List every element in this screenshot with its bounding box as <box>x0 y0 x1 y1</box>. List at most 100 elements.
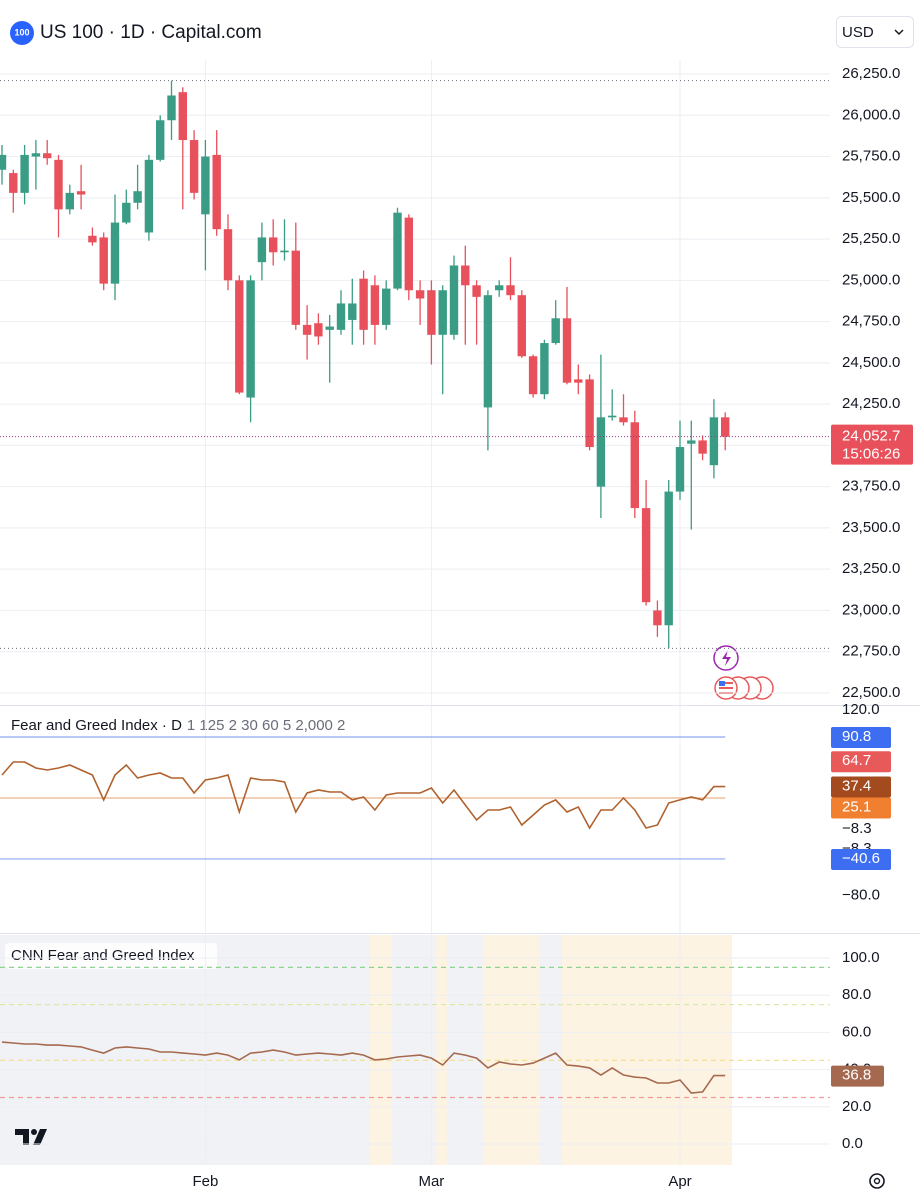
indicator-title: CNN Fear and Greed Index <box>11 947 195 964</box>
candle-body <box>596 417 606 487</box>
symbol-logo <box>10 21 34 45</box>
x-tick-label: Feb <box>192 1173 218 1190</box>
candle-body <box>189 140 199 193</box>
candle-body <box>257 237 267 263</box>
y-tick-label: 0.0 <box>842 1135 863 1152</box>
y-tick-label: 25,750.0 <box>842 148 900 165</box>
candle-body <box>630 422 639 509</box>
title-background <box>5 943 217 969</box>
candle-body <box>76 191 86 195</box>
candle-body <box>483 295 493 408</box>
candle-body <box>314 323 323 337</box>
candle-body <box>585 379 594 448</box>
candle-body <box>235 280 244 393</box>
value-label: −40.6 <box>842 850 880 867</box>
value-box <box>831 726 891 748</box>
currency-button[interactable] <box>836 16 914 48</box>
candle-body <box>302 324 312 335</box>
y-tick-label: 23,500.0 <box>842 519 900 536</box>
candle-body <box>404 217 413 291</box>
value-label: 90.8 <box>842 728 871 745</box>
candle-body <box>280 250 289 253</box>
value-box <box>831 751 891 773</box>
value-box <box>831 1065 884 1087</box>
candle-body <box>0 154 7 170</box>
flag-icons[interactable] <box>714 676 774 700</box>
symbol-logo-text: 100 <box>14 27 29 37</box>
candle-body <box>551 318 560 344</box>
x-tick-label: Apr <box>668 1173 691 1190</box>
candle-body <box>382 288 391 325</box>
candle-body <box>641 508 651 603</box>
value-box <box>831 848 891 870</box>
candle-body <box>246 280 255 398</box>
y-tick-label: 100.0 <box>842 949 880 966</box>
candle-body <box>212 154 221 230</box>
x-tick-label: Mar <box>418 1173 444 1190</box>
settings-button[interactable] <box>869 1173 885 1189</box>
candle-body <box>540 343 549 395</box>
candle-body <box>348 303 357 320</box>
candle-body <box>619 417 628 423</box>
y-tick-label: −8.3 <box>842 820 872 837</box>
value-label: 36.8 <box>842 1067 871 1084</box>
candle-body <box>427 290 436 335</box>
candle-body <box>698 440 707 454</box>
y-tick-label: 80.0 <box>842 986 871 1003</box>
candle-body <box>325 326 334 330</box>
candle-body <box>54 159 63 210</box>
candle-body <box>9 173 18 193</box>
candle-body <box>687 440 696 444</box>
candle-body <box>336 303 346 330</box>
y-tick-label: 23,750.0 <box>842 478 900 495</box>
candle-body <box>291 250 300 325</box>
candle-body <box>562 318 572 383</box>
candle-body <box>517 295 526 357</box>
band <box>370 935 392 1165</box>
y-tick-label: 120.0 <box>842 701 880 718</box>
flag-stripe <box>719 682 733 684</box>
candle-body <box>495 285 504 291</box>
data-line <box>1 761 726 830</box>
y-tick-label: 25,500.0 <box>842 189 900 206</box>
flag-stripe <box>719 687 733 689</box>
symbol-title: US 100 · 1D · Capital.com <box>40 22 262 43</box>
y-tick-label: 22,750.0 <box>842 643 900 660</box>
band <box>562 935 732 1165</box>
candle-body <box>664 491 673 626</box>
candle-body <box>608 415 617 418</box>
y-tick-label: 24,500.0 <box>842 354 900 371</box>
band <box>436 935 447 1165</box>
y-tick-label: 25,000.0 <box>842 271 900 288</box>
candle-body <box>122 202 131 223</box>
value-label: 37.4 <box>842 778 871 795</box>
candle-body <box>359 278 368 330</box>
y-tick-label: 23,000.0 <box>842 601 900 618</box>
dropdown-chevron <box>894 29 904 36</box>
candle-body <box>574 379 583 383</box>
candle-body <box>133 191 142 203</box>
indicator-title: Fear and Greed Index · D <box>11 717 182 734</box>
countdown: 15:06:26 <box>842 446 900 463</box>
lightning <box>722 650 731 666</box>
candle-body <box>506 285 515 296</box>
y-tick-label: 22,500.0 <box>842 684 900 701</box>
y-tick-label: 25,250.0 <box>842 230 900 247</box>
value-box <box>831 797 891 819</box>
y-tick-label: 23,250.0 <box>842 560 900 577</box>
price-label: 24,052.7 <box>842 428 900 445</box>
band <box>483 935 540 1165</box>
band <box>447 935 483 1165</box>
candle-body <box>653 610 662 626</box>
candle-body <box>721 417 730 437</box>
candle-body <box>269 237 278 253</box>
y-tick-label: 24,750.0 <box>842 313 900 330</box>
band <box>392 935 436 1165</box>
candle-body <box>99 237 108 284</box>
flag-canton <box>719 681 725 686</box>
currency-label[interactable]: USD <box>842 24 874 41</box>
candle-body <box>167 95 176 121</box>
y-tick-label: 20.0 <box>842 1098 871 1115</box>
